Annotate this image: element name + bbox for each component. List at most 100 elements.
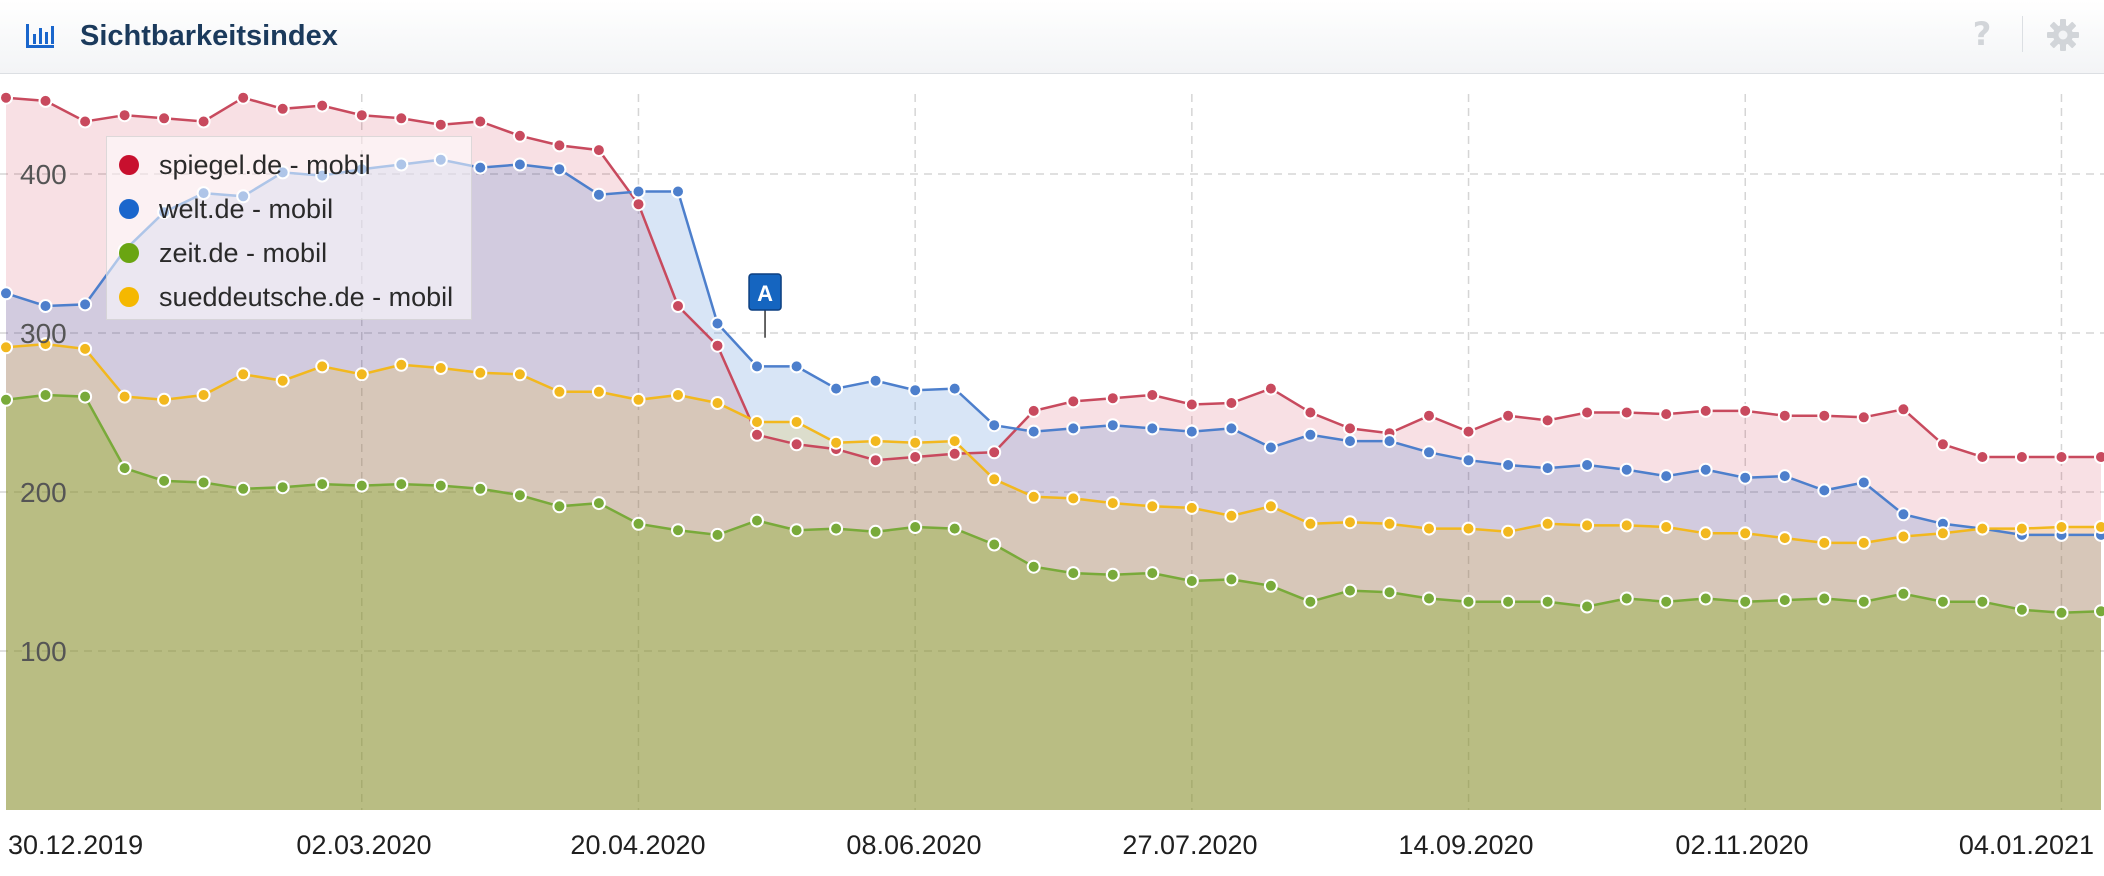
- point-welt[interactable]: [1659, 469, 1674, 484]
- point-spiegel[interactable]: [1896, 402, 1911, 417]
- point-welt[interactable]: [710, 316, 725, 331]
- point-spiegel[interactable]: [868, 453, 883, 468]
- legend-item-spiegel[interactable]: spiegel.de - mobil: [107, 143, 471, 187]
- point-spiegel[interactable]: [1540, 413, 1555, 428]
- point-welt[interactable]: [1026, 424, 1041, 439]
- point-zeit[interactable]: [1501, 594, 1516, 609]
- point-spiegel[interactable]: [1184, 397, 1199, 412]
- point-sueddeutsche[interactable]: [829, 435, 844, 450]
- point-sueddeutsche[interactable]: [2054, 520, 2069, 534]
- point-zeit[interactable]: [1105, 567, 1120, 582]
- point-sueddeutsche[interactable]: [1343, 515, 1357, 530]
- point-sueddeutsche[interactable]: [552, 384, 567, 399]
- point-zeit[interactable]: [1580, 599, 1595, 614]
- point-sueddeutsche[interactable]: [1856, 535, 1871, 550]
- point-spiegel[interactable]: [1738, 403, 1753, 418]
- point-sueddeutsche[interactable]: [2094, 520, 2104, 534]
- point-sueddeutsche[interactable]: [157, 392, 172, 407]
- point-sueddeutsche[interactable]: [1026, 489, 1041, 504]
- point-sueddeutsche[interactable]: [631, 392, 646, 407]
- point-sueddeutsche[interactable]: [1619, 518, 1634, 533]
- point-zeit[interactable]: [275, 480, 290, 495]
- point-spiegel[interactable]: [1066, 394, 1081, 409]
- point-sueddeutsche[interactable]: [868, 434, 883, 449]
- point-welt[interactable]: [1698, 462, 1713, 477]
- point-spiegel[interactable]: [1619, 405, 1634, 420]
- point-sueddeutsche[interactable]: [236, 367, 251, 382]
- point-zeit[interactable]: [1422, 591, 1436, 606]
- point-zeit[interactable]: [591, 496, 606, 511]
- point-zeit[interactable]: [631, 516, 646, 531]
- point-sueddeutsche[interactable]: [275, 373, 290, 388]
- point-spiegel[interactable]: [947, 446, 962, 461]
- point-zeit[interactable]: [829, 521, 844, 536]
- point-welt[interactable]: [1184, 424, 1199, 439]
- point-spiegel[interactable]: [631, 197, 646, 212]
- point-welt[interactable]: [1263, 440, 1278, 455]
- point-sueddeutsche[interactable]: [0, 340, 13, 355]
- point-welt[interactable]: [1382, 434, 1397, 449]
- point-zeit[interactable]: [2014, 602, 2029, 617]
- point-zeit[interactable]: [1777, 593, 1792, 608]
- point-zeit[interactable]: [1935, 594, 1950, 609]
- point-spiegel[interactable]: [1145, 388, 1160, 402]
- point-spiegel[interactable]: [1975, 450, 1990, 464]
- point-spiegel[interactable]: [1580, 405, 1595, 420]
- point-spiegel[interactable]: [1224, 396, 1239, 410]
- point-welt[interactable]: [1066, 421, 1081, 436]
- point-sueddeutsche[interactable]: [117, 389, 132, 404]
- point-spiegel[interactable]: [1303, 405, 1318, 420]
- point-zeit[interactable]: [868, 524, 883, 539]
- point-zeit[interactable]: [552, 499, 567, 514]
- gear-icon[interactable]: [2046, 18, 2080, 52]
- point-sueddeutsche[interactable]: [1540, 516, 1555, 531]
- point-sueddeutsche[interactable]: [1145, 499, 1160, 514]
- point-zeit[interactable]: [2054, 605, 2069, 620]
- point-welt[interactable]: [1777, 469, 1792, 484]
- point-zeit[interactable]: [1817, 591, 1832, 606]
- point-sueddeutsche[interactable]: [908, 435, 923, 450]
- point-sueddeutsche[interactable]: [1580, 518, 1595, 533]
- point-welt[interactable]: [1343, 434, 1357, 449]
- point-welt[interactable]: [829, 381, 844, 396]
- annotation-marker[interactable]: [748, 273, 782, 311]
- point-spiegel[interactable]: [1777, 408, 1792, 423]
- point-welt[interactable]: [0, 286, 13, 301]
- point-zeit[interactable]: [394, 477, 409, 492]
- point-zeit[interactable]: [117, 461, 132, 476]
- point-zeit[interactable]: [710, 527, 725, 542]
- point-sueddeutsche[interactable]: [1935, 526, 1950, 541]
- point-spiegel[interactable]: [750, 427, 764, 442]
- point-zeit[interactable]: [1698, 591, 1713, 606]
- point-spiegel[interactable]: [354, 108, 369, 123]
- point-spiegel[interactable]: [157, 111, 172, 126]
- point-spiegel[interactable]: [1935, 437, 1950, 452]
- point-welt[interactable]: [1896, 507, 1911, 522]
- point-spiegel[interactable]: [710, 338, 725, 353]
- point-welt[interactable]: [868, 373, 883, 388]
- point-welt[interactable]: [1145, 421, 1160, 436]
- point-zeit[interactable]: [1856, 594, 1871, 609]
- point-sueddeutsche[interactable]: [2014, 521, 2029, 536]
- point-sueddeutsche[interactable]: [1738, 526, 1753, 541]
- point-spiegel[interactable]: [908, 450, 923, 464]
- point-welt[interactable]: [1540, 461, 1555, 476]
- point-sueddeutsche[interactable]: [1422, 521, 1436, 536]
- point-zeit[interactable]: [1382, 585, 1397, 600]
- point-zeit[interactable]: [1738, 594, 1753, 609]
- point-sueddeutsche[interactable]: [1224, 508, 1239, 523]
- point-spiegel[interactable]: [671, 299, 685, 313]
- point-spiegel[interactable]: [394, 111, 409, 126]
- point-sueddeutsche[interactable]: [1461, 521, 1476, 536]
- point-spiegel[interactable]: [1105, 391, 1120, 406]
- point-welt[interactable]: [552, 162, 567, 177]
- point-welt[interactable]: [591, 187, 606, 202]
- point-welt[interactable]: [38, 299, 53, 313]
- point-zeit[interactable]: [1343, 583, 1357, 598]
- point-zeit[interactable]: [1303, 594, 1318, 609]
- point-zeit[interactable]: [1461, 594, 1476, 609]
- point-zeit[interactable]: [236, 481, 251, 496]
- point-welt[interactable]: [987, 418, 1002, 433]
- point-zeit[interactable]: [473, 481, 488, 496]
- point-zeit[interactable]: [1975, 594, 1990, 609]
